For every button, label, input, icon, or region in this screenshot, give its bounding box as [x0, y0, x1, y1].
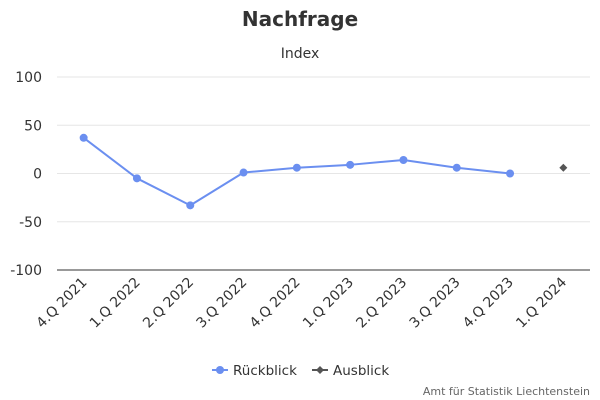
x-tick-label: 2.Q 2023 [353, 275, 410, 332]
data-point[interactable] [292, 163, 301, 172]
legend[interactable]: Rückblick Ausblick [212, 363, 389, 379]
y-axis: 100 50 0 -50 -100 [10, 70, 42, 279]
x-tick-label: 1.Q 2022 [87, 275, 144, 332]
x-tick-label: 1.Q 2024 [513, 274, 570, 331]
data-point[interactable] [132, 174, 141, 183]
x-tick-label: 2.Q 2022 [140, 275, 197, 332]
y-tick-label: 0 [33, 167, 42, 183]
y-tick-label: 50 [24, 118, 42, 134]
data-point[interactable] [452, 163, 461, 172]
legend-label: Rückblick [233, 363, 297, 379]
series-0 [79, 133, 515, 210]
y-tick-label: -50 [19, 215, 42, 231]
credits: Amt für Statistik Liechtenstein [423, 385, 590, 398]
data-point[interactable] [186, 201, 195, 210]
legend-label: Ausblick [333, 363, 389, 379]
legend-item[interactable]: Ausblick [312, 363, 389, 379]
series-layer [79, 133, 568, 210]
x-tick-label: 4.Q 2023 [460, 275, 517, 332]
data-point[interactable] [239, 168, 248, 177]
grid [57, 76, 590, 271]
y-tick-label: 100 [15, 70, 42, 86]
x-tick-label: 4.Q 2021 [34, 275, 91, 332]
data-point[interactable] [399, 155, 408, 164]
series-1 [559, 163, 568, 172]
y-tick-label: -100 [10, 263, 42, 279]
chart-title: Nachfrage [242, 7, 358, 31]
x-tick-label: 3.Q 2023 [407, 275, 464, 332]
x-tick-label: 1.Q 2023 [300, 275, 357, 332]
data-point[interactable] [559, 163, 568, 172]
legend-item[interactable]: Rückblick [212, 363, 297, 379]
data-point[interactable] [346, 160, 355, 169]
chart-subtitle: Index [281, 46, 320, 62]
x-tick-label: 3.Q 2022 [193, 275, 250, 332]
x-tick-label: 4.Q 2022 [247, 275, 304, 332]
data-point[interactable] [506, 169, 515, 178]
legend-marker [216, 366, 224, 374]
data-point[interactable] [79, 133, 88, 142]
legend-marker [316, 366, 324, 374]
